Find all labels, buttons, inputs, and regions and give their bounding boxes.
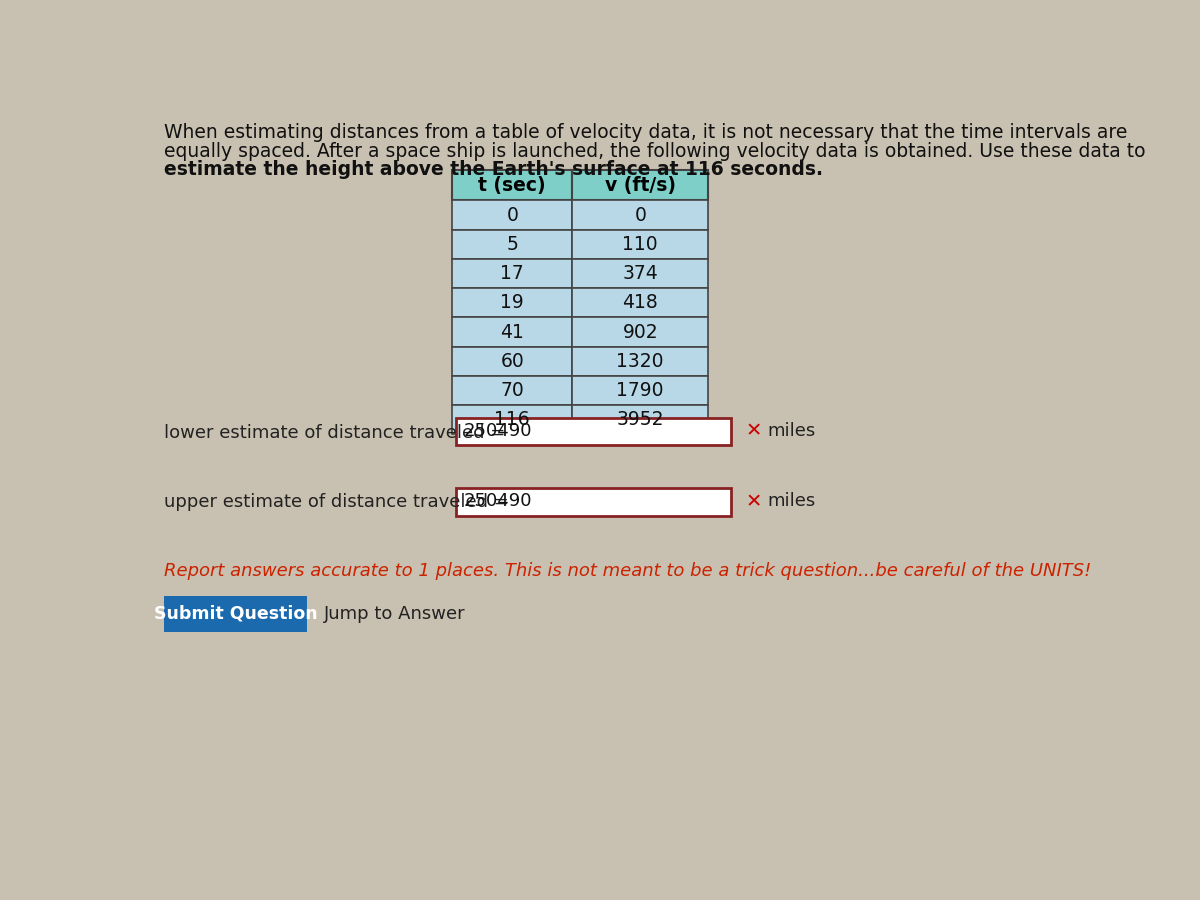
Text: 116: 116 bbox=[494, 410, 530, 429]
FancyBboxPatch shape bbox=[164, 596, 307, 632]
Text: 1320: 1320 bbox=[617, 352, 664, 371]
FancyBboxPatch shape bbox=[572, 259, 708, 288]
Text: miles: miles bbox=[767, 492, 815, 510]
FancyBboxPatch shape bbox=[572, 376, 708, 405]
Text: 250490: 250490 bbox=[464, 421, 533, 439]
Text: 0: 0 bbox=[635, 205, 646, 224]
FancyBboxPatch shape bbox=[456, 489, 731, 516]
FancyBboxPatch shape bbox=[452, 288, 572, 318]
Text: 418: 418 bbox=[623, 293, 658, 312]
FancyBboxPatch shape bbox=[452, 169, 572, 201]
Text: Submit Question: Submit Question bbox=[154, 605, 318, 623]
FancyBboxPatch shape bbox=[572, 169, 708, 201]
Text: 0: 0 bbox=[506, 205, 518, 224]
Text: ✕: ✕ bbox=[745, 421, 762, 440]
Text: 250490: 250490 bbox=[464, 492, 533, 510]
Text: equally spaced. After a space ship is launched, the following velocity data is o: equally spaced. After a space ship is la… bbox=[164, 142, 1146, 161]
Text: estimate the height above the Earth's surface at 116 seconds.: estimate the height above the Earth's su… bbox=[164, 160, 823, 179]
FancyBboxPatch shape bbox=[452, 230, 572, 259]
Text: 60: 60 bbox=[500, 352, 524, 371]
FancyBboxPatch shape bbox=[452, 201, 572, 230]
Text: 374: 374 bbox=[623, 264, 658, 283]
Text: 41: 41 bbox=[500, 322, 524, 342]
Text: ✕: ✕ bbox=[745, 492, 762, 511]
FancyBboxPatch shape bbox=[572, 318, 708, 346]
Text: lower estimate of distance traveled =: lower estimate of distance traveled = bbox=[164, 424, 505, 442]
Text: t (sec): t (sec) bbox=[479, 176, 546, 194]
Text: 902: 902 bbox=[623, 322, 658, 342]
FancyBboxPatch shape bbox=[572, 346, 708, 376]
FancyBboxPatch shape bbox=[452, 376, 572, 405]
FancyBboxPatch shape bbox=[456, 418, 731, 446]
Text: 70: 70 bbox=[500, 381, 524, 400]
Text: upper estimate of distance traveled =: upper estimate of distance traveled = bbox=[164, 493, 509, 511]
Text: 3952: 3952 bbox=[617, 410, 664, 429]
Text: 110: 110 bbox=[623, 235, 658, 254]
Text: When estimating distances from a table of velocity data, it is not necessary tha: When estimating distances from a table o… bbox=[164, 123, 1127, 142]
FancyBboxPatch shape bbox=[452, 346, 572, 376]
FancyBboxPatch shape bbox=[572, 201, 708, 230]
Text: 19: 19 bbox=[500, 293, 524, 312]
FancyBboxPatch shape bbox=[572, 230, 708, 259]
FancyBboxPatch shape bbox=[452, 405, 572, 435]
Text: Report answers accurate to 1 places. This is not meant to be a trick question...: Report answers accurate to 1 places. Thi… bbox=[164, 562, 1091, 580]
FancyBboxPatch shape bbox=[452, 318, 572, 346]
FancyBboxPatch shape bbox=[572, 405, 708, 435]
Text: 1790: 1790 bbox=[617, 381, 664, 400]
Text: Jump to Answer: Jump to Answer bbox=[324, 605, 466, 623]
Text: 5: 5 bbox=[506, 235, 518, 254]
FancyBboxPatch shape bbox=[452, 259, 572, 288]
FancyBboxPatch shape bbox=[572, 288, 708, 318]
Text: 17: 17 bbox=[500, 264, 524, 283]
Text: miles: miles bbox=[767, 421, 815, 439]
Text: v (ft/s): v (ft/s) bbox=[605, 176, 676, 194]
